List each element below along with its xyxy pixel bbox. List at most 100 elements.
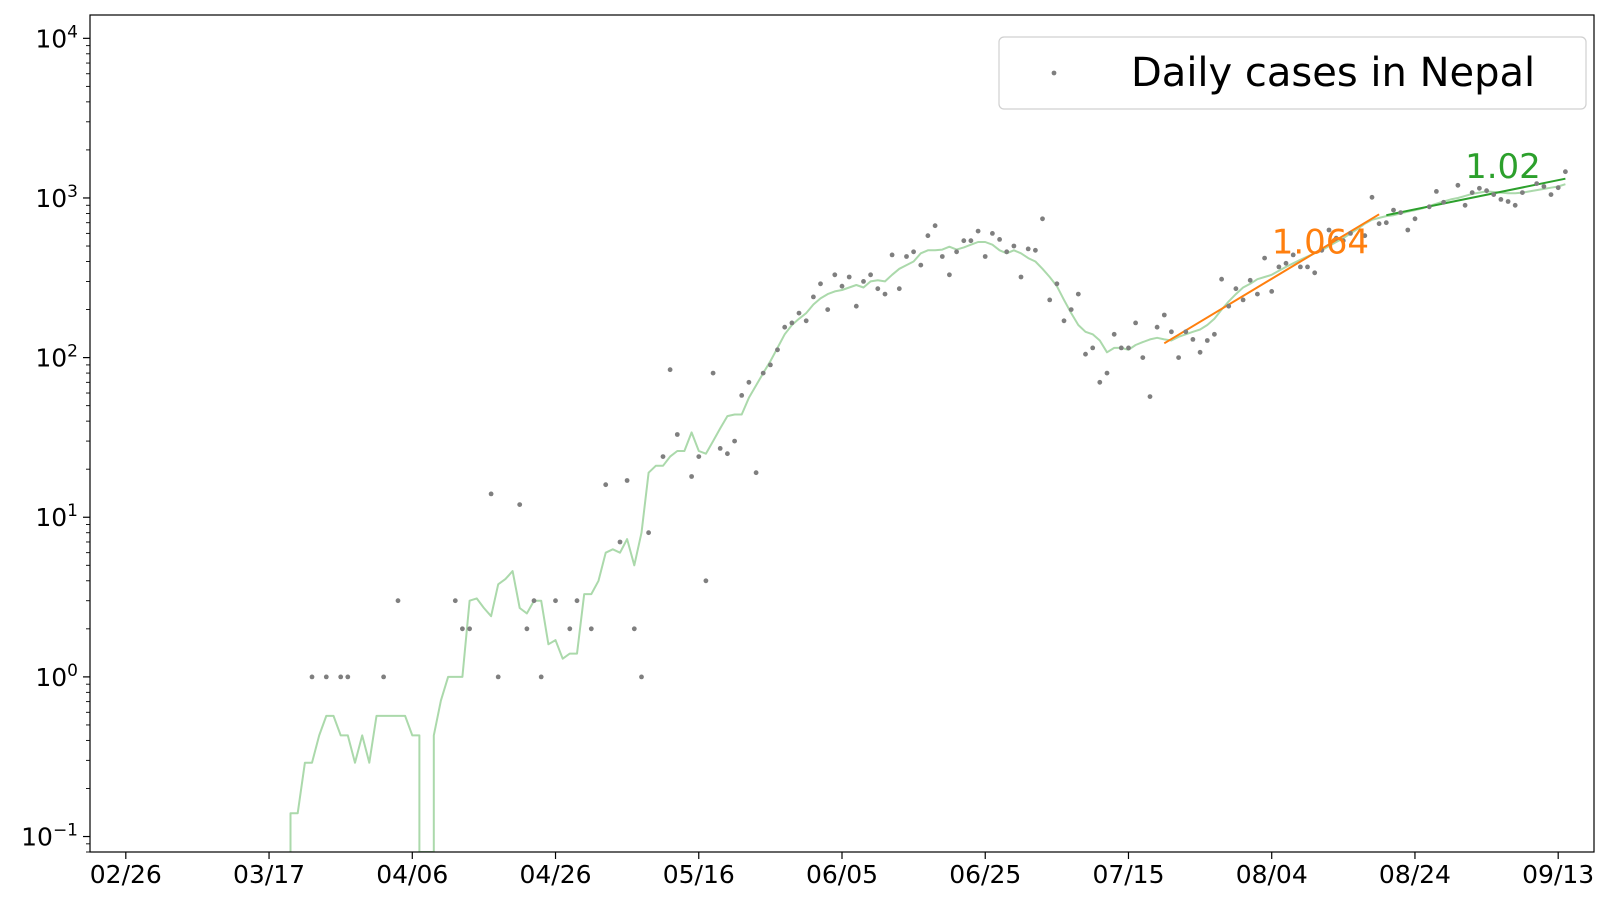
legend-label: Daily cases in Nepal — [1131, 50, 1535, 96]
data-point — [1542, 184, 1547, 189]
data-point — [754, 470, 759, 475]
data-point — [911, 249, 916, 254]
data-point — [704, 578, 709, 583]
data-point — [1083, 352, 1088, 357]
data-point — [1219, 277, 1224, 282]
data-point — [918, 263, 923, 268]
data-point — [646, 530, 651, 535]
data-point — [1262, 256, 1267, 261]
data-point — [1119, 346, 1124, 351]
data-point — [1441, 200, 1446, 205]
data-point — [926, 233, 931, 238]
data-point — [832, 272, 837, 277]
data-point — [825, 307, 830, 312]
data-point — [904, 254, 909, 259]
data-point — [854, 304, 859, 309]
x-tick-label: 08/24 — [1379, 860, 1451, 889]
data-point — [696, 454, 701, 459]
data-point — [396, 598, 401, 603]
data-point — [804, 318, 809, 323]
data-point — [1563, 169, 1568, 174]
data-point — [381, 675, 386, 680]
data-point — [310, 675, 315, 680]
data-point — [618, 540, 623, 545]
x-tick-label: 04/26 — [520, 860, 592, 889]
data-point — [589, 626, 594, 631]
x-tick-label: 06/05 — [806, 860, 878, 889]
data-point — [1269, 289, 1274, 294]
data-point — [1470, 190, 1475, 195]
data-point — [1298, 265, 1303, 270]
data-point — [553, 598, 558, 603]
data-point — [732, 439, 737, 444]
smoothed-line — [291, 184, 1566, 852]
data-point — [460, 626, 465, 631]
data-point — [1004, 249, 1009, 254]
data-point — [782, 325, 787, 330]
data-point — [489, 492, 494, 497]
data-point — [1506, 199, 1511, 204]
data-point — [861, 279, 866, 284]
data-point — [345, 675, 350, 680]
y-tick-label: 101 — [35, 501, 78, 532]
data-point — [675, 432, 680, 437]
data-point — [1248, 278, 1253, 283]
data-point — [1090, 346, 1095, 351]
y-tick-label: 100 — [35, 661, 78, 692]
data-point — [1434, 189, 1439, 194]
data-point — [1183, 329, 1188, 334]
data-point — [1413, 216, 1418, 221]
data-point — [818, 281, 823, 286]
data-point — [933, 223, 938, 228]
data-point — [961, 238, 966, 243]
data-point — [868, 272, 873, 277]
data-point — [1456, 183, 1461, 188]
data-point — [338, 675, 343, 680]
data-point — [1191, 337, 1196, 342]
data-point — [1155, 325, 1160, 330]
data-point — [1427, 204, 1432, 209]
y-tick-label: 103 — [35, 182, 78, 213]
data-point — [1176, 355, 1181, 360]
data-point — [539, 675, 544, 680]
x-tick-label: 03/17 — [233, 860, 305, 889]
data-point — [1140, 355, 1145, 360]
data-point — [1047, 298, 1052, 303]
y-tick-label: 102 — [35, 342, 78, 373]
data-point — [1055, 281, 1060, 286]
data-point — [883, 292, 888, 297]
data-point — [983, 254, 988, 259]
data-point — [1062, 318, 1067, 323]
data-point — [1069, 307, 1074, 312]
data-point — [1463, 203, 1468, 208]
data-point — [954, 249, 959, 254]
data-point — [1148, 394, 1153, 399]
data-point — [467, 626, 472, 631]
data-point — [1012, 244, 1017, 249]
data-point — [790, 321, 795, 326]
data-point — [718, 446, 723, 451]
data-point — [632, 626, 637, 631]
data-point — [532, 598, 537, 603]
data-point — [739, 393, 744, 398]
x-tick-label: 08/04 — [1236, 860, 1308, 889]
legend-marker — [1052, 71, 1057, 76]
data-point — [1198, 350, 1203, 355]
data-point — [453, 598, 458, 603]
data-point — [324, 675, 329, 680]
data-point — [1405, 228, 1410, 233]
data-point — [1513, 203, 1518, 208]
data-point — [1499, 197, 1504, 202]
data-point — [1162, 313, 1167, 318]
y-tick-label: 10−1 — [21, 821, 78, 852]
data-point — [1019, 275, 1024, 280]
plot-area: 1.064 1.02 — [291, 147, 1568, 852]
data-point — [947, 272, 952, 277]
data-point — [661, 454, 666, 459]
data-point — [567, 626, 572, 631]
data-point — [840, 284, 845, 289]
data-point — [990, 231, 995, 236]
data-point — [747, 380, 752, 385]
x-tick-label: 09/13 — [1522, 860, 1594, 889]
